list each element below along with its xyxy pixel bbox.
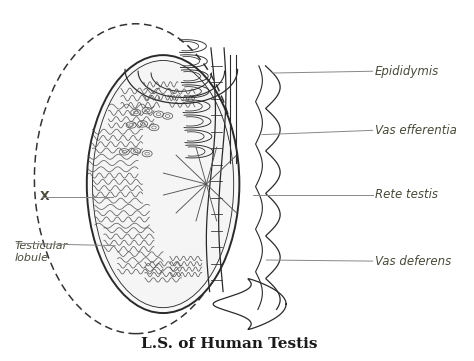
Text: Testicular
lobule: Testicular lobule <box>14 242 67 263</box>
Text: Rete testis: Rete testis <box>375 188 438 201</box>
Ellipse shape <box>87 55 239 313</box>
Text: Epididymis: Epididymis <box>375 65 439 78</box>
Text: L.S. of Human Testis: L.S. of Human Testis <box>141 337 318 351</box>
Text: Vas deferens: Vas deferens <box>375 255 451 268</box>
Text: Vas efferentia: Vas efferentia <box>375 124 457 137</box>
Ellipse shape <box>92 61 234 308</box>
Text: X: X <box>40 190 50 203</box>
